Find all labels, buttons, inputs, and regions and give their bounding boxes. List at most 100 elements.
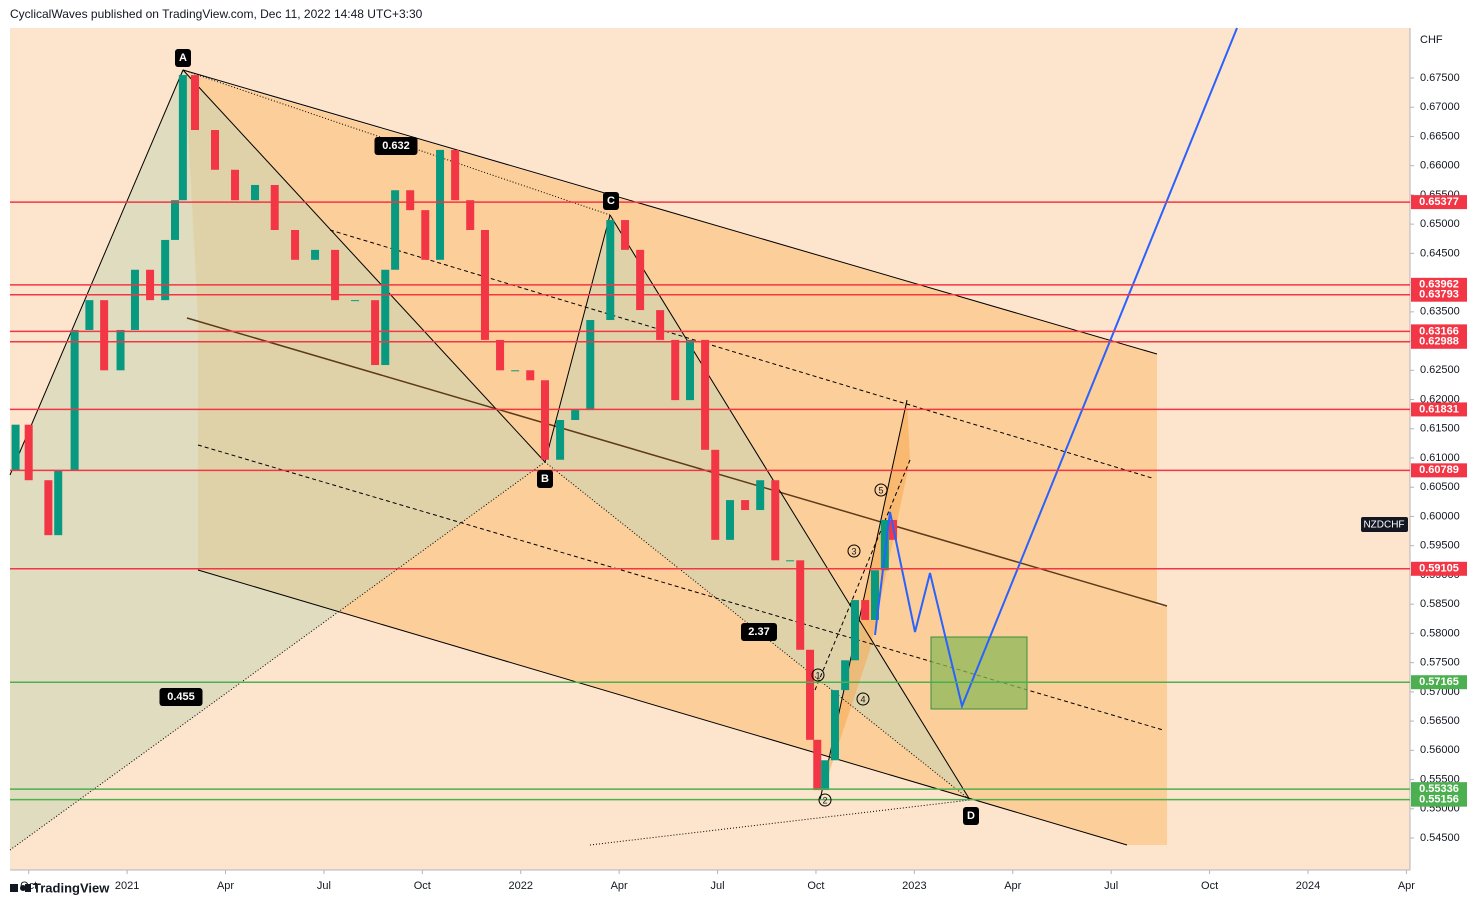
candle: [870, 570, 879, 620]
candle: [701, 339, 710, 450]
level-badge: [1411, 561, 1467, 576]
candle: [806, 649, 815, 740]
level-badge: [1411, 287, 1467, 302]
candle: [796, 560, 805, 650]
candle: [54, 470, 63, 536]
annotation-box: [963, 807, 979, 825]
annotation-box: [159, 688, 203, 706]
bd-dotted: [544, 461, 971, 801]
wave-marker: [811, 668, 825, 682]
candle: [636, 249, 645, 311]
candle: [841, 660, 850, 691]
candle: [526, 370, 535, 381]
candle: [786, 560, 795, 562]
wave-marker: [874, 483, 888, 497]
candle: [371, 300, 380, 366]
level-label: 0.59105: [1419, 563, 1459, 575]
level-label: 0.55156: [1419, 794, 1459, 806]
level-badge: [1411, 675, 1467, 690]
level-badge: [1411, 792, 1467, 807]
candle: [711, 449, 720, 540]
x-tick-label: Oct: [1201, 880, 1218, 892]
channel-top: [182, 69, 1158, 355]
cd-line: [609, 214, 971, 801]
brand-logo: [10, 884, 31, 892]
y-tick-label: 0.63500: [1420, 306, 1460, 318]
annotation-box: [175, 49, 191, 67]
candle: [771, 480, 780, 561]
annotation-box: [374, 137, 418, 155]
xb-dotted: [9, 461, 546, 851]
wave-label: 5: [878, 485, 883, 495]
y-tick-label: 0.67500: [1420, 72, 1460, 84]
candle: [331, 249, 340, 301]
y-tick-label: 0.62500: [1420, 364, 1460, 376]
y-tick-label: 0.66500: [1420, 130, 1460, 142]
wave-label: 4: [860, 694, 865, 704]
candle: [741, 500, 750, 511]
wave-label: 2: [822, 795, 827, 805]
annotation: D: [967, 810, 975, 822]
level-label: 0.60789: [1419, 464, 1459, 476]
y-tick-label: 0.54500: [1420, 832, 1460, 844]
candle: [85, 300, 94, 330]
candle: [606, 220, 615, 321]
x-tick-label: Jul: [711, 880, 725, 892]
level-badge: [1411, 782, 1467, 797]
candle: [511, 370, 520, 372]
symbol-label: NZDCHF: [1363, 520, 1404, 531]
annotation: C: [607, 195, 615, 207]
candle: [496, 339, 505, 371]
y-unit: CHF: [1420, 34, 1443, 46]
candle: [381, 269, 390, 366]
annotation: A: [179, 52, 187, 64]
level-label: 0.61831: [1419, 403, 1459, 415]
xab-fill: [10, 70, 545, 850]
candle: [170, 200, 179, 240]
candle: [830, 690, 839, 761]
x-tick-label: Apr: [217, 880, 234, 892]
candle: [421, 210, 430, 260]
projection: [874, 27, 1238, 710]
annotation: 0.632: [382, 140, 410, 152]
candle: [880, 519, 889, 571]
candle: [406, 190, 415, 211]
candle: [44, 480, 53, 536]
y-tick-label: 0.61500: [1420, 423, 1460, 435]
candle: [251, 184, 260, 201]
candle: [211, 130, 220, 170]
candle: [178, 75, 187, 201]
candle: [311, 249, 320, 260]
level-label: 0.62988: [1419, 336, 1459, 348]
candle: [671, 339, 680, 401]
channel-dash: [329, 229, 1153, 479]
x-tick-label: Apr: [1004, 880, 1021, 892]
candle: [541, 380, 550, 460]
annotation: B: [541, 473, 549, 485]
y-tick-label: 0.56000: [1420, 744, 1460, 756]
candle: [466, 200, 475, 230]
candle: [821, 760, 830, 791]
x-tick-label: 2024: [1296, 880, 1320, 892]
ab-line: [182, 69, 546, 463]
candle: [11, 424, 20, 471]
y-tick-label: 0.61000: [1420, 452, 1460, 464]
target-box: [930, 636, 1028, 710]
candle: [191, 75, 200, 131]
header: CyclicalWaves published on TradingView.c…: [10, 7, 423, 21]
level-badge: [1411, 463, 1467, 478]
level-label: 0.57165: [1419, 676, 1459, 688]
x-tick-label: Oct: [20, 880, 37, 892]
y-tick-label: 0.56500: [1420, 715, 1460, 727]
x-tick-label: 2022: [508, 880, 532, 892]
wave-marker: [818, 793, 832, 807]
candle: [656, 310, 665, 340]
candle: [270, 184, 279, 230]
annotation: 2.37: [748, 626, 769, 638]
y-tick-label: 0.66000: [1420, 160, 1460, 172]
level-label: 0.63793: [1419, 289, 1459, 301]
candle: [24, 424, 33, 481]
candle: [861, 600, 870, 620]
x-tick-label: Jul: [317, 880, 331, 892]
